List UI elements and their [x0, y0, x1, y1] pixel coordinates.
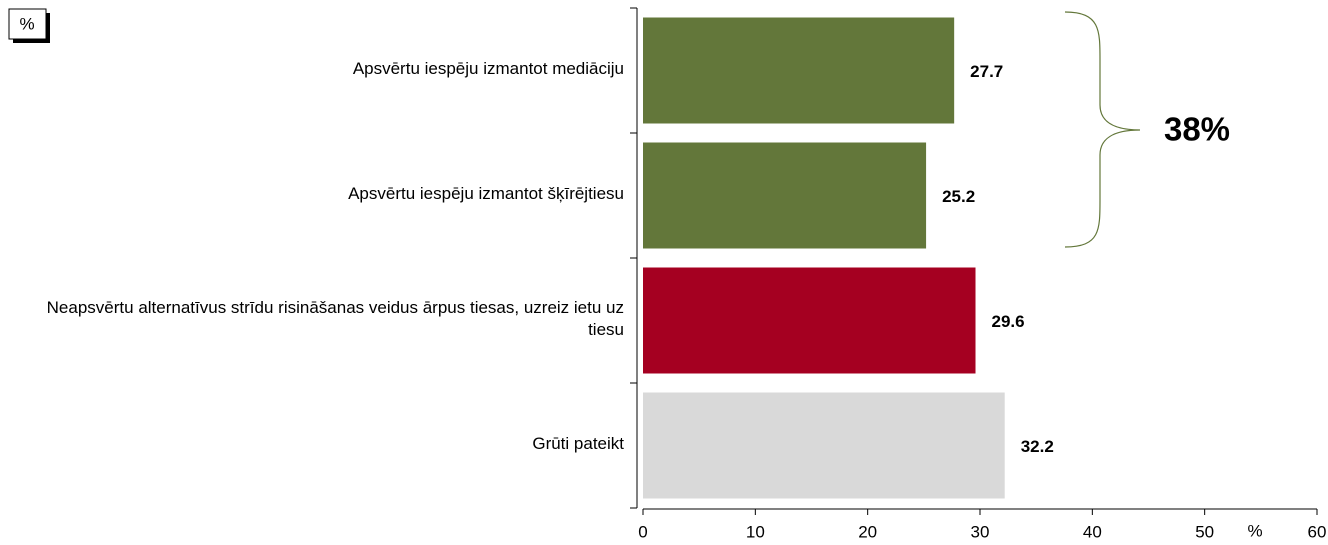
- x-tick-label: 10: [746, 522, 765, 541]
- annotation: 38%: [1164, 111, 1230, 148]
- bar: [643, 392, 1005, 499]
- data-label: 32.2: [1021, 437, 1054, 456]
- bar: [643, 17, 955, 124]
- brace: [1064, 11, 1141, 248]
- x-tick-label: 40: [1083, 522, 1102, 541]
- bar: [643, 142, 927, 249]
- bar: [643, 267, 976, 374]
- unit-box-label: %: [19, 14, 34, 33]
- unit-box: [8, 8, 47, 40]
- category-label: Neapsvērtu alternatīvus strīdu risināšan…: [46, 297, 624, 339]
- category-label: Apsvērtu iespēju izmantot šķīrējtiesu: [348, 183, 624, 203]
- category-label: Apsvērtu iespēju izmantot mediāciju: [352, 58, 624, 78]
- x-tick-label: 0: [638, 522, 647, 541]
- data-label: 29.6: [992, 312, 1025, 331]
- data-label: 27.7: [970, 62, 1003, 81]
- x-tick-label: 20: [858, 522, 877, 541]
- x-tick-label: 30: [971, 522, 990, 541]
- category-label: Grūti pateikt: [532, 433, 624, 453]
- x-tick-label: 50: [1195, 522, 1214, 541]
- data-label: 25.2: [942, 187, 975, 206]
- x-axis-label: %: [1247, 521, 1262, 540]
- x-tick-label: 60: [1308, 522, 1327, 541]
